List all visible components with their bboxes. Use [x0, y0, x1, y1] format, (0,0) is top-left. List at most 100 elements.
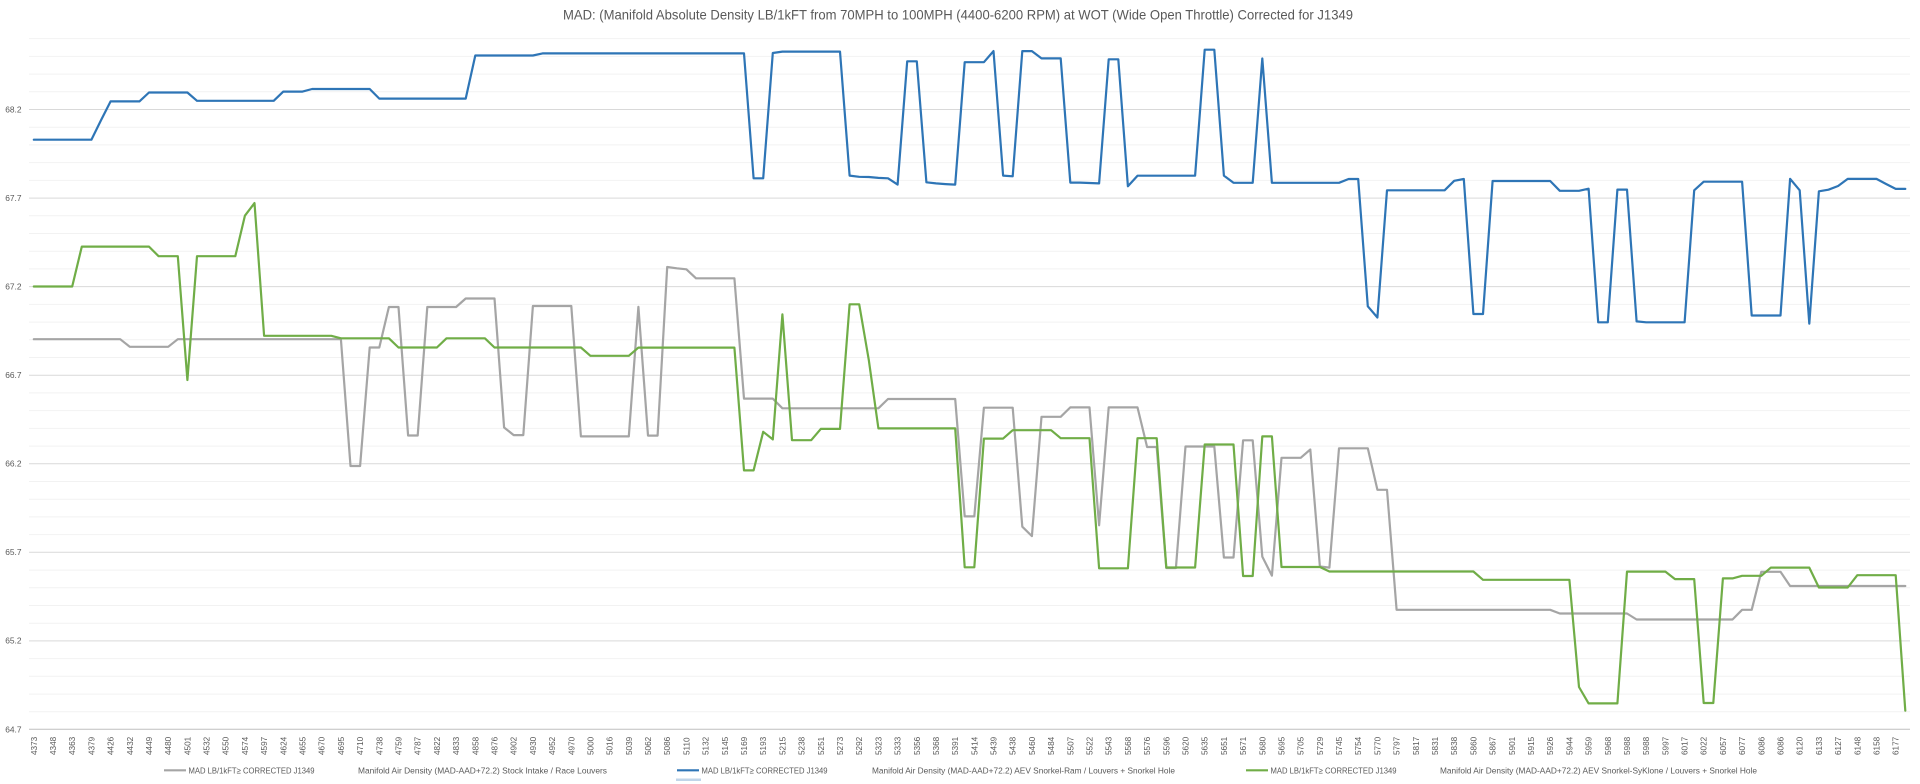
svg-text:4970: 4970	[567, 736, 576, 755]
svg-text:4930: 4930	[529, 736, 538, 755]
svg-text:65.7: 65.7	[5, 547, 22, 557]
svg-text:5507: 5507	[1066, 736, 1075, 755]
svg-text:5086: 5086	[663, 736, 672, 755]
svg-text:4501: 4501	[183, 736, 192, 755]
svg-text:5576: 5576	[1143, 736, 1152, 755]
svg-text:4426: 4426	[107, 736, 116, 755]
svg-text:66.2: 66.2	[5, 459, 22, 469]
svg-text:MAD: (Manifold Absolute Densit: MAD: (Manifold Absolute Density LB/1kFT …	[563, 8, 1353, 23]
svg-text:5273: 5273	[836, 736, 845, 755]
svg-text:6057: 6057	[1719, 736, 1728, 755]
svg-text:4379: 4379	[87, 736, 96, 755]
svg-text:5323: 5323	[874, 736, 883, 755]
svg-text:5333: 5333	[894, 736, 903, 755]
svg-text:5039: 5039	[625, 736, 634, 755]
svg-text:MAD LB/1kFT≥ CORRECTED J1349: MAD LB/1kFT≥ CORRECTED J1349	[1271, 765, 1397, 775]
svg-text:5651: 5651	[1220, 736, 1229, 755]
svg-text:4858: 4858	[471, 736, 480, 755]
svg-text:67.2: 67.2	[5, 281, 22, 291]
svg-text:6077: 6077	[1738, 736, 1747, 755]
svg-text:5484: 5484	[1047, 736, 1056, 755]
svg-text:4532: 4532	[203, 736, 212, 755]
svg-text:6158: 6158	[1873, 736, 1882, 755]
svg-text:5959: 5959	[1585, 736, 1594, 755]
svg-text:5292: 5292	[855, 736, 864, 755]
svg-text:5132: 5132	[702, 736, 711, 755]
svg-text:5438: 5438	[1009, 736, 1018, 755]
svg-text:5926: 5926	[1546, 736, 1555, 755]
svg-text:4373: 4373	[30, 736, 39, 755]
svg-text:5754: 5754	[1354, 736, 1363, 755]
svg-text:5901: 5901	[1508, 736, 1517, 755]
svg-text:4574: 4574	[241, 736, 250, 755]
svg-text:5238: 5238	[798, 736, 807, 755]
svg-text:5356: 5356	[913, 736, 922, 755]
svg-text:4902: 4902	[510, 736, 519, 755]
svg-text:MAD LB/1kFT≥ CORRECTED J1349: MAD LB/1kFT≥ CORRECTED J1349	[189, 765, 315, 775]
svg-text:5745: 5745	[1335, 736, 1344, 755]
svg-text:MAD LB/1kFT≥ CORRECTED J1349: MAD LB/1kFT≥ CORRECTED J1349	[702, 765, 828, 775]
svg-text:5620: 5620	[1182, 736, 1191, 755]
svg-text:4670: 4670	[318, 736, 327, 755]
svg-text:4348: 4348	[49, 736, 58, 755]
svg-text:6133: 6133	[1815, 736, 1824, 755]
svg-text:5543: 5543	[1105, 736, 1114, 755]
svg-text:4833: 4833	[452, 736, 461, 755]
svg-text:4759: 4759	[395, 736, 404, 755]
svg-text:5110: 5110	[682, 737, 691, 755]
svg-text:4655: 4655	[299, 736, 308, 755]
svg-text:5414: 5414	[970, 736, 979, 755]
svg-text:Manifold Air Density (MAD-AAD+: Manifold Air Density (MAD-AAD+72.2) AEV …	[1440, 765, 1757, 775]
svg-text:6086: 6086	[1757, 736, 1766, 755]
svg-text:6017: 6017	[1681, 736, 1690, 755]
svg-text:5968: 5968	[1604, 736, 1613, 755]
svg-text:5522: 5522	[1086, 736, 1095, 755]
svg-text:4432: 4432	[126, 736, 135, 755]
svg-text:5000: 5000	[586, 736, 595, 755]
svg-text:4822: 4822	[433, 736, 442, 755]
svg-text:5915: 5915	[1527, 736, 1536, 755]
svg-text:4952: 4952	[548, 736, 557, 755]
svg-text:6148: 6148	[1853, 736, 1862, 755]
svg-text:5867: 5867	[1489, 736, 1498, 755]
svg-text:5729: 5729	[1316, 736, 1325, 755]
svg-text:5193: 5193	[759, 736, 768, 755]
svg-text:4550: 4550	[222, 736, 231, 755]
svg-text:5568: 5568	[1124, 736, 1133, 755]
svg-text:66.7: 66.7	[5, 370, 22, 380]
svg-text:5439: 5439	[990, 736, 999, 755]
svg-text:5860: 5860	[1469, 736, 1478, 755]
svg-text:6022: 6022	[1700, 736, 1709, 755]
svg-text:4876: 4876	[491, 736, 500, 755]
svg-text:5016: 5016	[606, 736, 615, 755]
svg-text:5169: 5169	[740, 736, 749, 755]
svg-text:5831: 5831	[1431, 736, 1440, 755]
svg-text:4363: 4363	[68, 736, 77, 755]
svg-text:68.2: 68.2	[5, 104, 22, 114]
svg-text:4449: 4449	[145, 736, 154, 755]
svg-text:Manifold Air Density (MAD-AAD+: Manifold Air Density (MAD-AAD+72.2) AEV …	[872, 765, 1175, 775]
svg-text:5460: 5460	[1028, 736, 1037, 755]
svg-text:5251: 5251	[817, 736, 826, 755]
svg-text:5391: 5391	[951, 736, 960, 755]
svg-text:4787: 4787	[414, 736, 423, 755]
svg-text:4738: 4738	[375, 736, 384, 755]
svg-text:64.7: 64.7	[5, 724, 22, 734]
svg-text:5215: 5215	[778, 736, 787, 755]
svg-text:5770: 5770	[1373, 736, 1382, 755]
svg-text:5671: 5671	[1239, 736, 1248, 755]
svg-text:5695: 5695	[1278, 736, 1287, 755]
svg-text:67.7: 67.7	[5, 193, 22, 203]
svg-text:5368: 5368	[932, 736, 941, 755]
svg-text:5635: 5635	[1201, 736, 1210, 755]
svg-text:6127: 6127	[1834, 736, 1843, 755]
svg-text:5944: 5944	[1565, 736, 1574, 755]
svg-text:4695: 4695	[337, 736, 346, 755]
svg-text:5596: 5596	[1162, 736, 1171, 755]
svg-text:5817: 5817	[1412, 736, 1421, 755]
svg-text:6177: 6177	[1892, 736, 1901, 755]
svg-text:4480: 4480	[164, 736, 173, 755]
svg-text:5680: 5680	[1258, 736, 1267, 755]
svg-text:5997: 5997	[1661, 736, 1670, 755]
svg-text:5797: 5797	[1393, 736, 1402, 755]
